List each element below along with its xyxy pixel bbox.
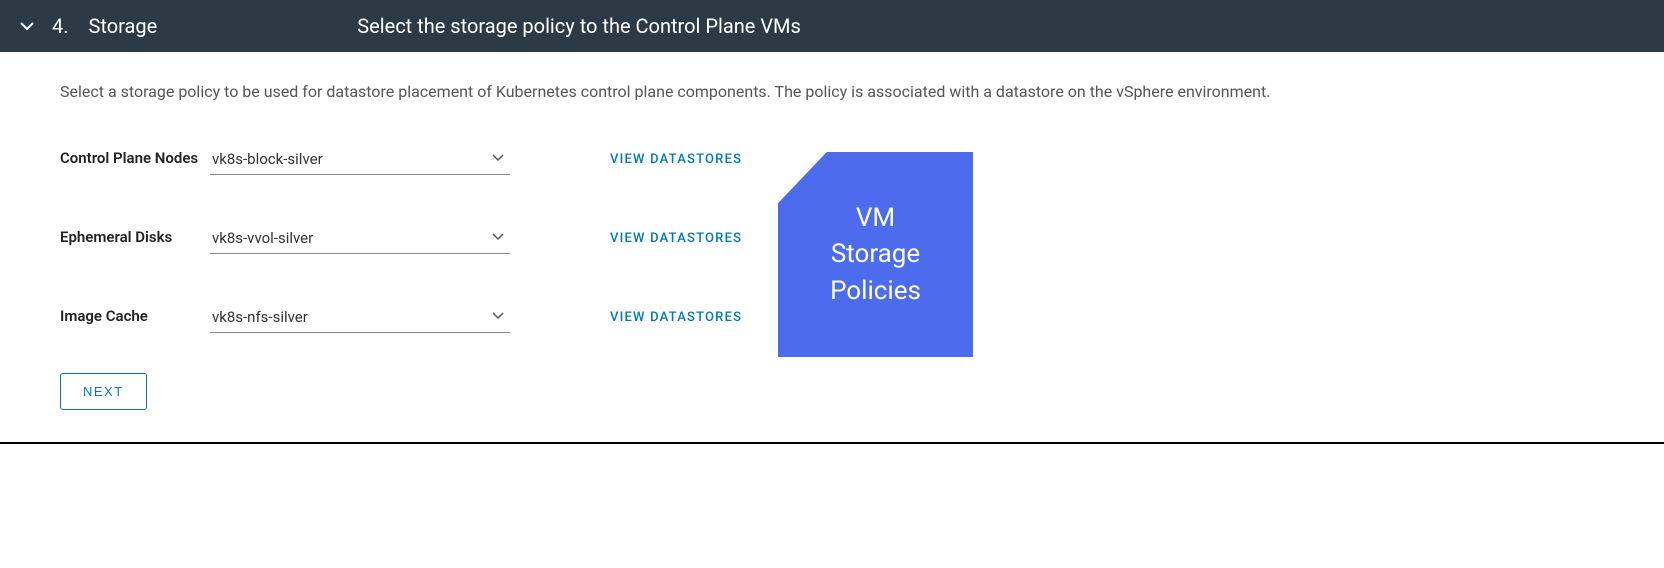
chevron-down-icon <box>492 310 504 325</box>
callout-line: VM <box>778 200 973 236</box>
select-image-cache[interactable]: vk8s-nfs-silver <box>210 304 510 333</box>
step-number: 4. <box>52 14 69 38</box>
view-datastores-link[interactable]: VIEW DATASTORES <box>610 146 742 167</box>
chevron-down-icon[interactable] <box>20 14 34 38</box>
step-subtitle: Select the storage policy to the Control… <box>357 14 801 38</box>
callout-note: VM Storage Policies <box>778 152 973 357</box>
wizard-step-header: 4. Storage Select the storage policy to … <box>0 0 1664 52</box>
view-datastores-link[interactable]: VIEW DATASTORES <box>610 304 742 325</box>
select-ephemeral[interactable]: vk8s-vvol-silver <box>210 225 510 254</box>
select-value: vk8s-vvol-silver <box>212 229 313 247</box>
callout-line: Storage <box>778 236 973 272</box>
label-image-cache: Image Cache <box>60 304 210 327</box>
chevron-down-icon <box>492 231 504 246</box>
select-value: vk8s-nfs-silver <box>212 308 308 326</box>
select-control-plane[interactable]: vk8s-block-silver <box>210 146 510 175</box>
step-title: Storage <box>89 14 158 38</box>
view-datastores-link[interactable]: VIEW DATASTORES <box>610 225 742 246</box>
chevron-down-icon <box>492 152 504 167</box>
next-button[interactable]: NEXT <box>60 373 147 410</box>
select-value: vk8s-block-silver <box>212 150 323 168</box>
description-text: Select a storage policy to be used for d… <box>60 82 1604 101</box>
label-ephemeral: Ephemeral Disks <box>60 225 210 248</box>
callout-line: Policies <box>778 273 973 309</box>
step-content: Select a storage policy to be used for d… <box>0 52 1664 430</box>
label-control-plane: Control Plane Nodes <box>60 146 210 169</box>
